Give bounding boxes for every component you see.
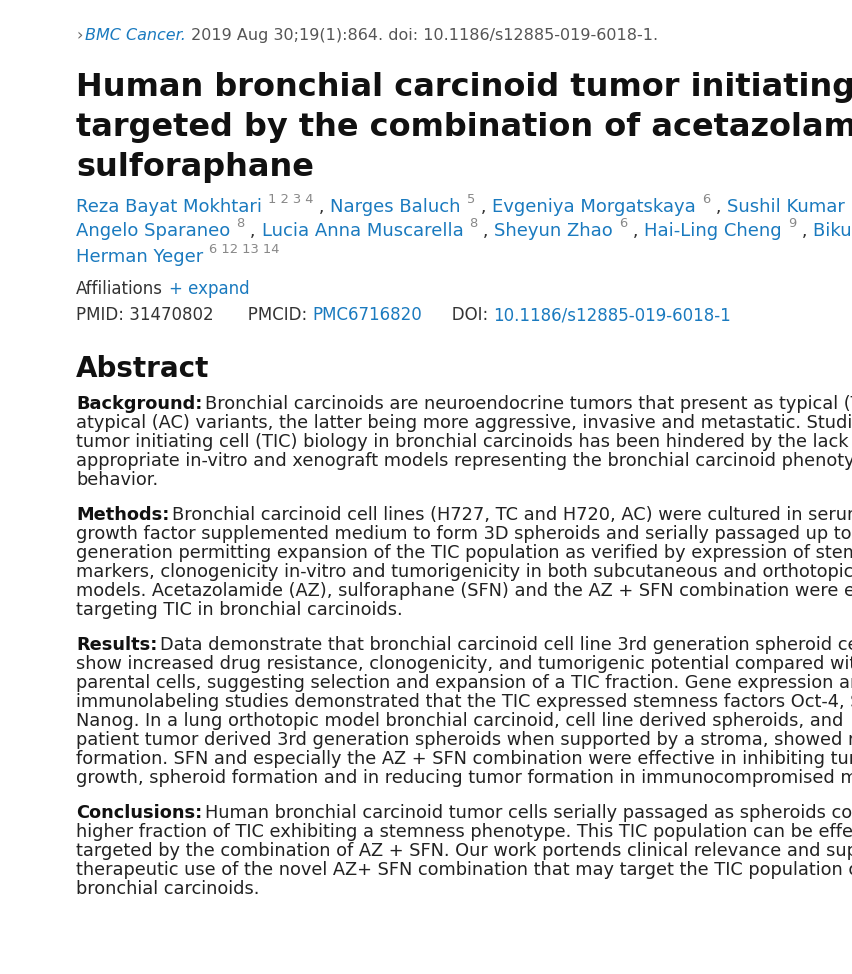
Text: Results:: Results: xyxy=(76,636,158,654)
Text: Human bronchial carcinoid tumor cells serially passaged as spheroids contain a: Human bronchial carcinoid tumor cells se… xyxy=(205,804,852,822)
Text: Angelo Sparaneo: Angelo Sparaneo xyxy=(76,222,230,240)
Text: + expand: + expand xyxy=(169,280,250,298)
Text: patient tumor derived 3rd generation spheroids when supported by a stroma, showe: patient tumor derived 3rd generation sph… xyxy=(76,731,852,749)
Text: appropriate in-vitro and xenograft models representing the bronchial carcinoid p: appropriate in-vitro and xenograft model… xyxy=(76,452,852,470)
Text: Methods:: Methods: xyxy=(76,506,170,524)
Text: Lucia Anna Muscarella: Lucia Anna Muscarella xyxy=(262,222,463,240)
Text: Bronchial carcinoid cell lines (H727, TC and H720, AC) were cultured in serum-fr: Bronchial carcinoid cell lines (H727, TC… xyxy=(172,506,852,524)
Text: Background:: Background: xyxy=(76,395,203,413)
Text: Reza Bayat Mokhtari: Reza Bayat Mokhtari xyxy=(76,198,262,216)
Text: ,: , xyxy=(245,222,262,240)
Text: targeting TIC in bronchial carcinoids.: targeting TIC in bronchial carcinoids. xyxy=(76,601,403,619)
Text: ,: , xyxy=(314,198,331,216)
Text: sulforaphane: sulforaphane xyxy=(76,152,314,183)
Text: ,: , xyxy=(475,198,492,216)
Text: formation. SFN and especially the AZ + SFN combination were effective in inhibit: formation. SFN and especially the AZ + S… xyxy=(76,750,852,768)
Text: 6: 6 xyxy=(619,217,627,230)
Text: 1 2 3 4: 1 2 3 4 xyxy=(268,193,314,206)
Text: 10.1186/s12885-019-6018-1: 10.1186/s12885-019-6018-1 xyxy=(493,306,731,324)
Text: Sheyun Zhao: Sheyun Zhao xyxy=(494,222,613,240)
Text: PMCID:: PMCID: xyxy=(232,306,312,324)
Text: ,: , xyxy=(627,222,644,240)
Text: show increased drug resistance, clonogenicity, and tumorigenic potential compare: show increased drug resistance, clonogen… xyxy=(76,655,852,673)
Text: bronchial carcinoids.: bronchial carcinoids. xyxy=(76,880,259,898)
Text: immunolabeling studies demonstrated that the TIC expressed stemness factors Oct-: immunolabeling studies demonstrated that… xyxy=(76,693,852,711)
Text: markers, clonogenicity in-vitro and tumorigenicity in both subcutaneous and orth: markers, clonogenicity in-vitro and tumo… xyxy=(76,563,852,581)
Text: Nanog. In a lung orthotopic model bronchial carcinoid, cell line derived spheroi: Nanog. In a lung orthotopic model bronch… xyxy=(76,712,843,730)
Text: generation permitting expansion of the TIC population as verified by expression : generation permitting expansion of the T… xyxy=(76,544,852,562)
Text: ,: , xyxy=(796,222,814,240)
Text: parental cells, suggesting selection and expansion of a TIC fraction. Gene expre: parental cells, suggesting selection and… xyxy=(76,674,852,692)
Text: targeted by the combination of AZ + SFN. Our work portends clinical relevance an: targeted by the combination of AZ + SFN.… xyxy=(76,842,852,860)
Text: ,: , xyxy=(710,198,728,216)
Text: 7: 7 xyxy=(851,193,852,206)
Text: growth factor supplemented medium to form 3D spheroids and serially passaged up : growth factor supplemented medium to for… xyxy=(76,525,852,543)
Text: 2019 Aug 30;19(1):864. doi: 10.1186/s12885-019-6018-1.: 2019 Aug 30;19(1):864. doi: 10.1186/s128… xyxy=(187,28,659,43)
Text: 6 12 13 14: 6 12 13 14 xyxy=(209,243,279,256)
Text: 9: 9 xyxy=(788,217,796,230)
Text: tumor initiating cell (TIC) biology in bronchial carcinoids has been hindered by: tumor initiating cell (TIC) biology in b… xyxy=(76,433,852,451)
Text: ›: › xyxy=(76,28,83,43)
Text: 8: 8 xyxy=(236,217,245,230)
Text: targeted by the combination of acetazolamide and: targeted by the combination of acetazola… xyxy=(76,112,852,143)
Text: behavior.: behavior. xyxy=(76,471,158,489)
Text: Abstract: Abstract xyxy=(76,355,210,383)
Text: Conclusions:: Conclusions: xyxy=(76,804,202,822)
Text: Narges Baluch: Narges Baluch xyxy=(331,198,461,216)
Text: PMID: 31470802: PMID: 31470802 xyxy=(76,306,214,324)
Text: ,: , xyxy=(477,222,494,240)
Text: BMC Cancer.: BMC Cancer. xyxy=(85,28,187,43)
Text: Human bronchial carcinoid tumor initiating cells are: Human bronchial carcinoid tumor initiati… xyxy=(76,72,852,103)
Text: growth, spheroid formation and in reducing tumor formation in immunocompromised : growth, spheroid formation and in reduci… xyxy=(76,769,852,787)
Text: 5: 5 xyxy=(467,193,475,206)
Text: 6: 6 xyxy=(702,193,710,206)
Text: DOI:: DOI: xyxy=(436,306,493,324)
Text: Bronchial carcinoids are neuroendocrine tumors that present as typical (TC) and: Bronchial carcinoids are neuroendocrine … xyxy=(205,395,852,413)
Text: Data demonstrate that bronchial carcinoid cell line 3rd generation spheroid cell: Data demonstrate that bronchial carcinoi… xyxy=(160,636,852,654)
Text: Bikul Das: Bikul Das xyxy=(814,222,852,240)
Text: Affiliations: Affiliations xyxy=(76,280,163,298)
Text: Sushil Kumar: Sushil Kumar xyxy=(728,198,845,216)
Text: Hai-Ling Cheng: Hai-Ling Cheng xyxy=(644,222,782,240)
Text: therapeutic use of the novel AZ+ SFN combination that may target the TIC populat: therapeutic use of the novel AZ+ SFN com… xyxy=(76,861,852,879)
Text: PMC6716820: PMC6716820 xyxy=(312,306,422,324)
Text: 8: 8 xyxy=(469,217,477,230)
Text: Evgeniya Morgatskaya: Evgeniya Morgatskaya xyxy=(492,198,696,216)
Text: models. Acetazolamide (AZ), sulforaphane (SFN) and the AZ + SFN combination were: models. Acetazolamide (AZ), sulforaphane… xyxy=(76,582,852,600)
Text: Herman Yeger: Herman Yeger xyxy=(76,248,204,266)
Text: higher fraction of TIC exhibiting a stemness phenotype. This TIC population can : higher fraction of TIC exhibiting a stem… xyxy=(76,823,852,841)
Text: atypical (AC) variants, the latter being more aggressive, invasive and metastati: atypical (AC) variants, the latter being… xyxy=(76,414,852,432)
